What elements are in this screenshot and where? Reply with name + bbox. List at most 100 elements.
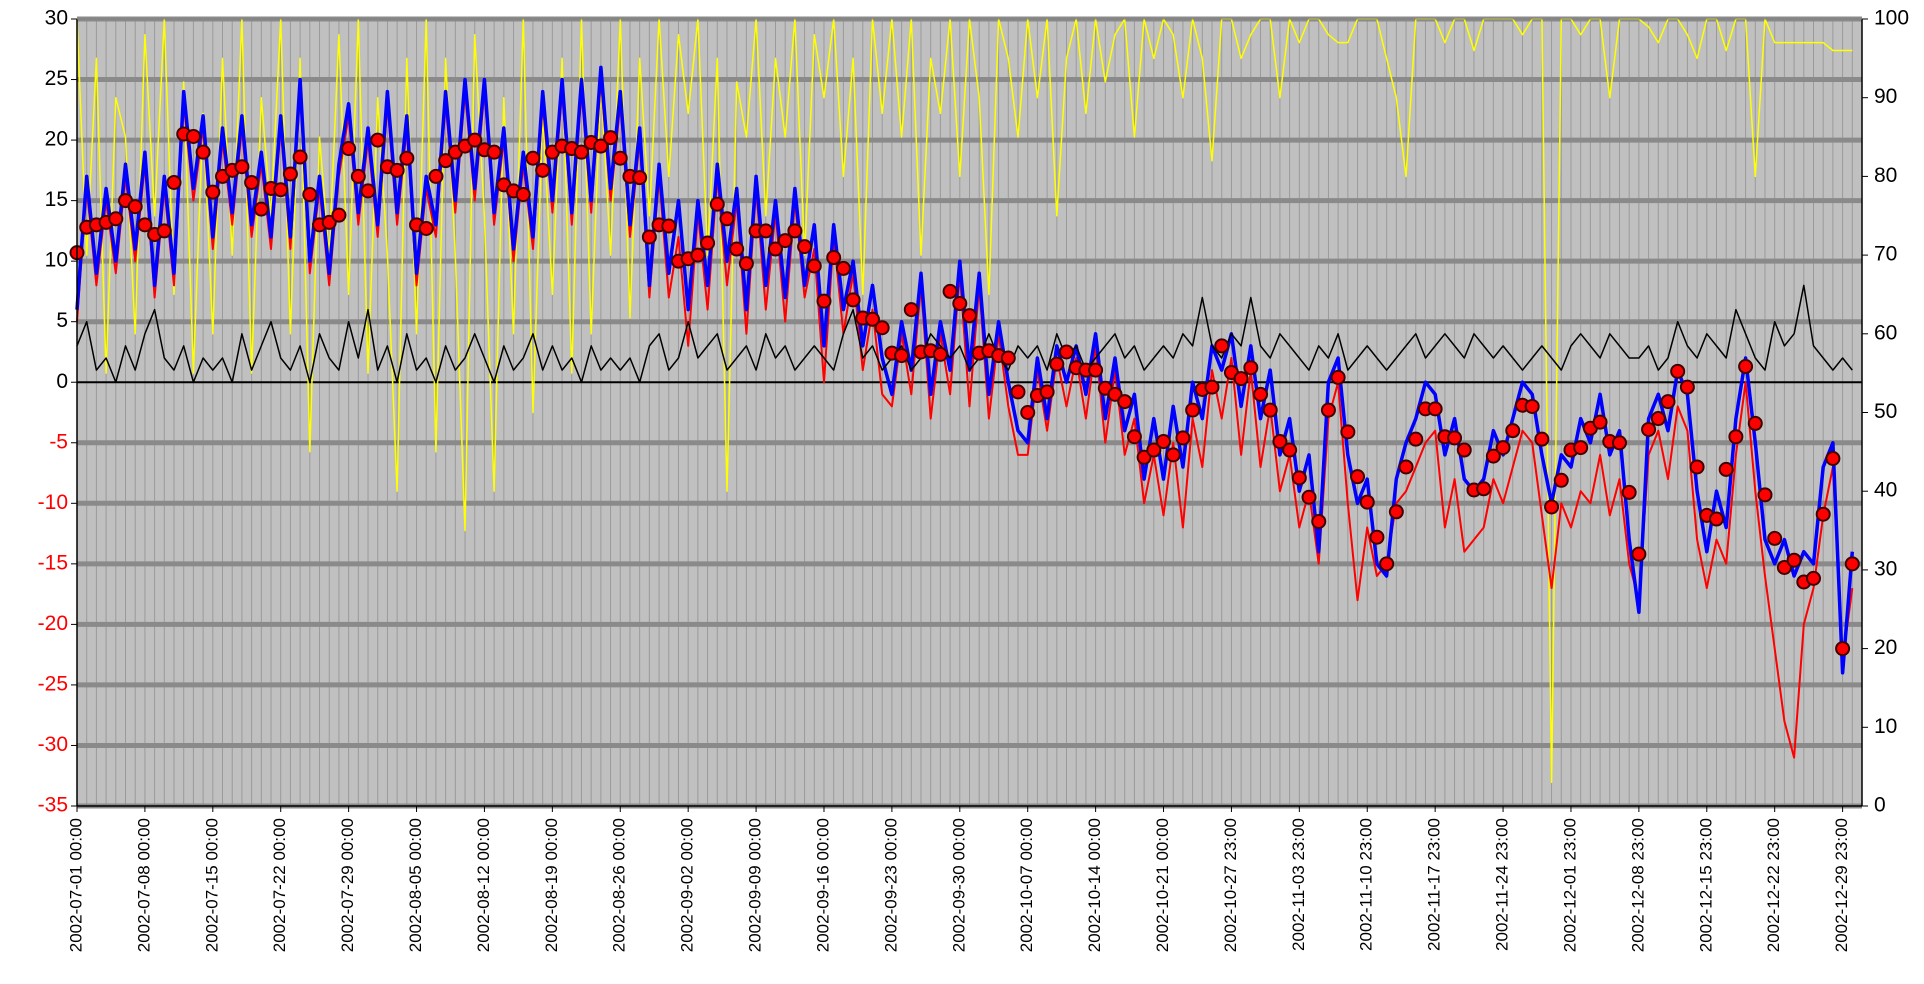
y-tick-label: 30: [45, 7, 68, 30]
data-point: [709, 196, 725, 212]
data-point: [573, 144, 589, 160]
data-point: [399, 150, 415, 166]
data-point: [1408, 431, 1424, 447]
data-point: [185, 128, 201, 144]
x-tick-label: 2002-07-22 00:00: [270, 818, 289, 952]
data-point: [1728, 429, 1744, 445]
data-point: [1039, 384, 1055, 400]
data-point: [1485, 448, 1501, 464]
data-point: [1447, 430, 1463, 446]
y2-tick-label: 20: [1874, 636, 1897, 659]
data-point: [1534, 431, 1550, 447]
data-point: [816, 293, 832, 309]
data-point: [1757, 487, 1773, 503]
data-point: [1592, 414, 1608, 430]
data-point: [321, 214, 337, 230]
x-tick-label: 2002-07-29 00:00: [338, 818, 357, 952]
data-point: [1146, 442, 1162, 458]
x-tick-label: 2002-10-27 23:00: [1221, 818, 1240, 952]
x-tick-label: 2002-12-29 23:00: [1832, 818, 1851, 952]
data-point: [515, 187, 531, 203]
y2-tick-label: 10: [1874, 715, 1897, 738]
data-point: [1000, 350, 1016, 366]
x-tick-label: 2002-11-10 23:00: [1357, 818, 1376, 951]
data-point: [1359, 494, 1375, 510]
x-tick-label: 2002-08-12 00:00: [474, 818, 493, 952]
data-point: [1301, 489, 1317, 505]
data-point: [1088, 362, 1104, 378]
data-point: [1747, 415, 1763, 431]
data-point: [690, 247, 706, 263]
data-point: [661, 218, 677, 234]
data-point: [438, 153, 454, 169]
data-point: [1738, 358, 1754, 374]
y-tick-label: -10: [38, 491, 68, 514]
data-point: [1767, 530, 1783, 546]
data-point: [156, 223, 172, 239]
data-point: [1340, 424, 1356, 440]
y-tick-label: -30: [38, 733, 68, 756]
data-point: [1660, 394, 1676, 410]
data-point: [341, 141, 357, 157]
data-point: [1456, 442, 1472, 458]
data-point: [1815, 506, 1831, 522]
data-point: [1253, 386, 1269, 402]
data-point: [738, 256, 754, 272]
data-point: [370, 132, 386, 148]
data-point: [1505, 423, 1521, 439]
y2-tick-label: 90: [1874, 85, 1897, 108]
data-point: [1243, 360, 1259, 376]
data-point: [767, 241, 783, 257]
y-tick-label: -5: [49, 430, 68, 453]
data-point: [1621, 484, 1637, 500]
y-tick-label: 15: [45, 188, 68, 211]
x-tick-label: 2002-12-15 23:00: [1696, 818, 1715, 952]
y-tick-label: -35: [38, 794, 68, 817]
x-tick-label: 2002-09-02 00:00: [678, 818, 697, 952]
data-point: [253, 201, 269, 217]
data-point: [234, 159, 250, 175]
data-point: [1825, 451, 1841, 467]
y-tick-label: 10: [45, 249, 68, 272]
data-point: [777, 233, 793, 249]
data-point: [244, 174, 260, 190]
data-point: [292, 149, 308, 165]
data-point: [273, 182, 289, 198]
data-point: [835, 260, 851, 276]
data-point: [1544, 499, 1560, 515]
data-point: [1679, 379, 1695, 395]
data-point: [952, 296, 968, 312]
data-point: [1282, 442, 1298, 458]
data-point: [1136, 449, 1152, 465]
data-point: [1718, 461, 1734, 477]
data-point: [593, 138, 609, 154]
data-point: [418, 220, 434, 236]
data-point: [603, 130, 619, 146]
data-point: [1573, 440, 1589, 456]
data-point: [1398, 459, 1414, 475]
data-point: [641, 229, 657, 245]
y2-tick-label: 80: [1874, 164, 1897, 187]
data-point: [874, 320, 890, 336]
data-point: [1059, 344, 1075, 360]
data-point: [1107, 386, 1123, 402]
data-point: [1641, 421, 1657, 437]
data-point: [108, 211, 124, 227]
x-tick-label: 2002-10-07 00:00: [1017, 818, 1036, 952]
x-tick-label: 2002-07-15 00:00: [202, 818, 221, 952]
data-point: [166, 174, 182, 190]
data-point: [1185, 402, 1201, 418]
data-point: [612, 150, 628, 166]
data-point: [1650, 411, 1666, 427]
x-tick-label: 2002-11-17 23:00: [1425, 818, 1444, 951]
data-point: [1631, 546, 1647, 562]
data-point: [1330, 369, 1346, 385]
data-point: [1495, 440, 1511, 456]
data-point: [719, 211, 735, 227]
data-point: [1165, 447, 1181, 463]
data-point: [1776, 559, 1792, 575]
data-point: [962, 308, 977, 324]
y2-tick-label: 60: [1874, 321, 1897, 344]
data-point: [302, 187, 318, 203]
